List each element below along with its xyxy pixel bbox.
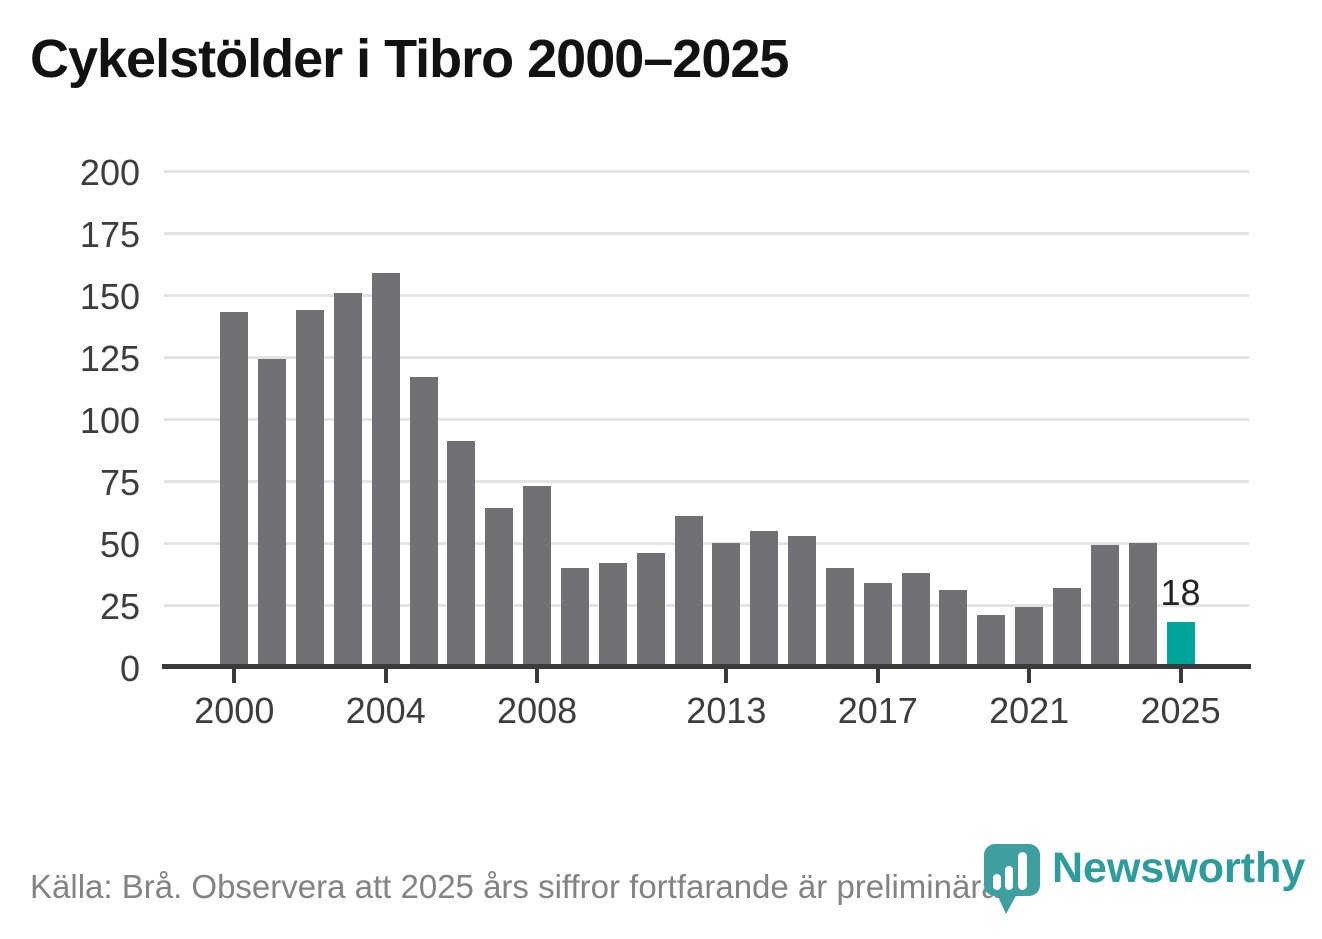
x-axis-tick xyxy=(1027,669,1032,683)
x-axis-tick-label: 2008 xyxy=(497,690,578,731)
bar-2021 xyxy=(1015,607,1044,667)
bar-2012 xyxy=(674,515,703,667)
y-axis-tick-label: 175 xyxy=(79,214,140,255)
x-axis-tick xyxy=(875,669,880,683)
newsworthy-logo-text: Newsworthy xyxy=(1052,844,1306,892)
bar-2019 xyxy=(939,590,968,667)
bar-2020 xyxy=(977,614,1006,667)
bar-2000 xyxy=(220,312,249,667)
gridline-50 xyxy=(164,541,1249,545)
x-axis-tick xyxy=(232,669,237,683)
bar-2014 xyxy=(750,530,779,667)
bar-2025 xyxy=(1166,622,1195,667)
bar-2001 xyxy=(258,359,287,667)
y-axis-tick-label: 25 xyxy=(99,586,140,627)
gridline-75 xyxy=(164,479,1249,483)
newsworthy-bar-chart-pin-icon xyxy=(984,844,1040,914)
y-axis-tick-label: 100 xyxy=(79,400,140,441)
bar-2002 xyxy=(296,309,324,667)
y-axis-tick-label: 200 xyxy=(79,152,140,193)
x-axis-line xyxy=(162,664,1251,669)
gridline-25 xyxy=(164,603,1249,607)
highlight-bar-value-label: 18 xyxy=(1160,572,1201,614)
y-axis-tick-label: 0 xyxy=(119,648,140,689)
page-title: Cykelstölder i Tibro 2000–2025 xyxy=(30,29,789,89)
x-axis-tick-label: 2004 xyxy=(345,690,426,731)
source-note: Källa: Brå. Observera att 2025 års siffr… xyxy=(30,868,1009,905)
bar-2005 xyxy=(409,376,438,667)
y-axis-tick-label: 150 xyxy=(79,276,140,317)
x-axis-tick-label: 2017 xyxy=(837,690,918,731)
gridline-150 xyxy=(164,293,1249,297)
bar-2016 xyxy=(825,567,854,667)
gridline-125 xyxy=(164,355,1249,359)
bar-2003 xyxy=(333,292,362,667)
gridline-200 xyxy=(164,169,1249,173)
y-axis-tick-label: 50 xyxy=(99,524,140,565)
bar-2013 xyxy=(712,543,741,667)
newsworthy-logo: Newsworthy xyxy=(982,842,1305,916)
bar-2004 xyxy=(371,272,400,667)
bar-2015 xyxy=(788,535,817,667)
bar-2022 xyxy=(1053,587,1081,667)
x-axis-tick xyxy=(383,669,388,683)
x-axis-tick xyxy=(535,669,540,683)
gridline-175 xyxy=(164,231,1249,235)
y-axis-tick-label: 125 xyxy=(79,338,140,379)
bar-2017 xyxy=(863,582,892,667)
bar-2006 xyxy=(447,441,476,667)
bar-2008 xyxy=(523,485,552,667)
y-axis-tick-label: 75 xyxy=(99,462,140,503)
x-axis-tick-label: 2000 xyxy=(194,690,275,731)
x-axis-tick-label: 2025 xyxy=(1140,690,1221,731)
x-axis-tick-label: 2021 xyxy=(989,690,1070,731)
gridline-100 xyxy=(164,417,1249,421)
bar-2011 xyxy=(636,552,665,667)
x-axis-tick xyxy=(724,669,729,683)
bar-2024 xyxy=(1128,543,1157,667)
bar-2023 xyxy=(1090,545,1119,667)
bar-2007 xyxy=(485,508,514,667)
x-axis-tick-label: 2013 xyxy=(686,690,767,731)
bar-2018 xyxy=(901,572,930,667)
bar-2010 xyxy=(598,562,627,667)
bar-2009 xyxy=(560,567,589,667)
x-axis-tick xyxy=(1178,669,1183,683)
